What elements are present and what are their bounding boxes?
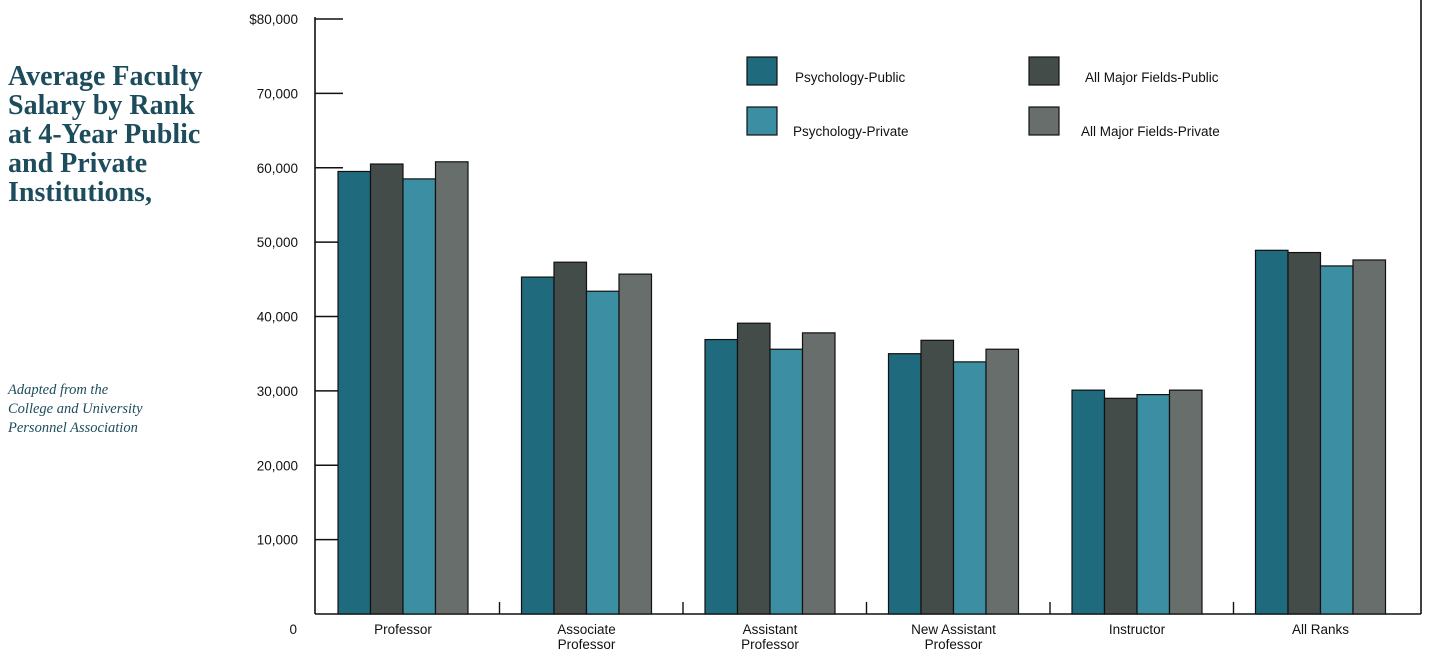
x-tick-label: Instructor — [1109, 622, 1166, 637]
x-tick-label-line: Instructor — [1109, 622, 1166, 637]
x-tick-label-line: Professor — [741, 637, 799, 649]
y-tick-label: 0 — [289, 622, 297, 637]
y-tick-label: $80,000 — [249, 12, 298, 27]
legend-swatch — [746, 56, 778, 86]
bar — [585, 290, 620, 615]
x-tick-label: Assistant Professor — [741, 622, 799, 649]
source-line: Personnel Association — [8, 420, 138, 436]
x-tick-label-line: New Assistant — [911, 622, 996, 637]
bar — [1352, 259, 1387, 615]
y-tick-label: 70,000 — [257, 86, 298, 101]
bar — [801, 332, 836, 615]
bar — [1168, 389, 1203, 615]
bar — [952, 361, 987, 615]
legend-swatch — [1028, 106, 1060, 136]
x-tick-label: All Ranks — [1292, 622, 1349, 637]
y-axis: 0 10,000 20,000 30,000 40,000 50,000 60,000 70,… — [249, 12, 343, 637]
bar — [1136, 393, 1171, 615]
bar — [769, 348, 804, 615]
y-tick-label: 20,000 — [257, 458, 298, 473]
source-note: Adapted from the College and University … — [8, 381, 213, 438]
legend: Psychology-Public All Major Fields-Public… — [746, 56, 1220, 139]
bar — [920, 339, 955, 615]
x-tick-label-line: Professor — [374, 622, 432, 637]
x-tick-label-line: Associate — [557, 622, 616, 637]
y-tick-label: 60,000 — [257, 161, 298, 176]
bar — [1287, 251, 1322, 615]
bar — [887, 353, 922, 615]
bar — [369, 163, 404, 615]
legend-label: All Major Fields-Public — [1085, 70, 1219, 85]
source-line: College and University — [8, 401, 143, 417]
bar — [434, 161, 469, 615]
x-tick-label-line: Professor — [925, 637, 983, 649]
bar — [1103, 397, 1138, 615]
x-tick-label: Associate Professor — [557, 622, 616, 649]
bar — [520, 276, 555, 615]
legend-swatch — [746, 106, 778, 136]
y-tick-label: 50,000 — [257, 235, 298, 250]
bar — [553, 261, 588, 615]
legend-label: Psychology-Private — [793, 124, 909, 139]
source-line: Adapted from the — [8, 382, 109, 398]
legend-swatch — [1028, 56, 1060, 86]
bar — [402, 178, 437, 615]
y-tick-label: 40,000 — [257, 310, 298, 325]
bar — [704, 338, 739, 615]
page-title: Average Faculty Salary by Rank at 4-Year… — [8, 61, 203, 208]
y-tick-label: 10,000 — [257, 533, 298, 548]
bar — [1254, 249, 1289, 615]
bar — [618, 273, 653, 615]
bar — [337, 170, 372, 615]
legend-label: All Major Fields-Private — [1081, 124, 1220, 139]
bar — [736, 322, 771, 615]
x-tick-label-line: All Ranks — [1292, 622, 1349, 637]
x-tick-label: New Assistant Professor — [911, 622, 996, 649]
bar — [985, 348, 1020, 615]
legend-label: Psychology-Public — [795, 70, 906, 85]
bar — [1319, 265, 1354, 615]
bars-group — [337, 161, 1387, 615]
y-tick-label: 30,000 — [257, 384, 298, 399]
x-tick-label-line: Assistant — [743, 622, 798, 637]
x-tick-label-line: Professor — [558, 637, 616, 649]
x-tick-label: Professor — [374, 622, 432, 637]
bar — [1071, 389, 1106, 615]
